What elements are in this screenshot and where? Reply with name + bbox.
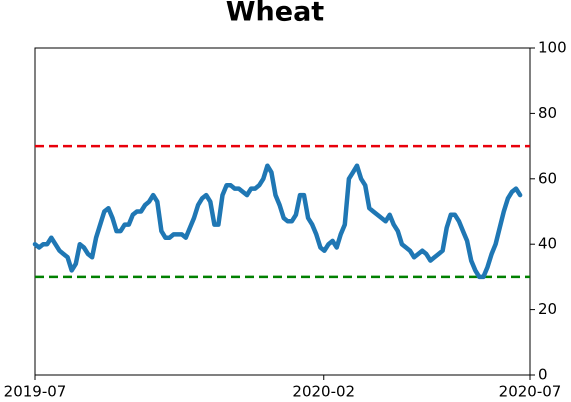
y-tick-label: 40 — [538, 235, 557, 253]
data-line — [32, 163, 523, 280]
chart-title: Wheat — [226, 0, 325, 28]
y-tick-label: 0 — [538, 366, 548, 384]
y-tick-label: 20 — [538, 300, 557, 318]
plot-frame — [34, 47, 531, 376]
x-tick-label: 2020-02 — [292, 383, 355, 401]
y-tick-label: 60 — [538, 169, 557, 187]
y-tick-label: 80 — [538, 104, 557, 122]
x-tick-label: 2019-07 — [4, 383, 67, 401]
y-tick-label: 100 — [538, 39, 567, 57]
x-tick-label: 2020-07 — [499, 383, 562, 401]
